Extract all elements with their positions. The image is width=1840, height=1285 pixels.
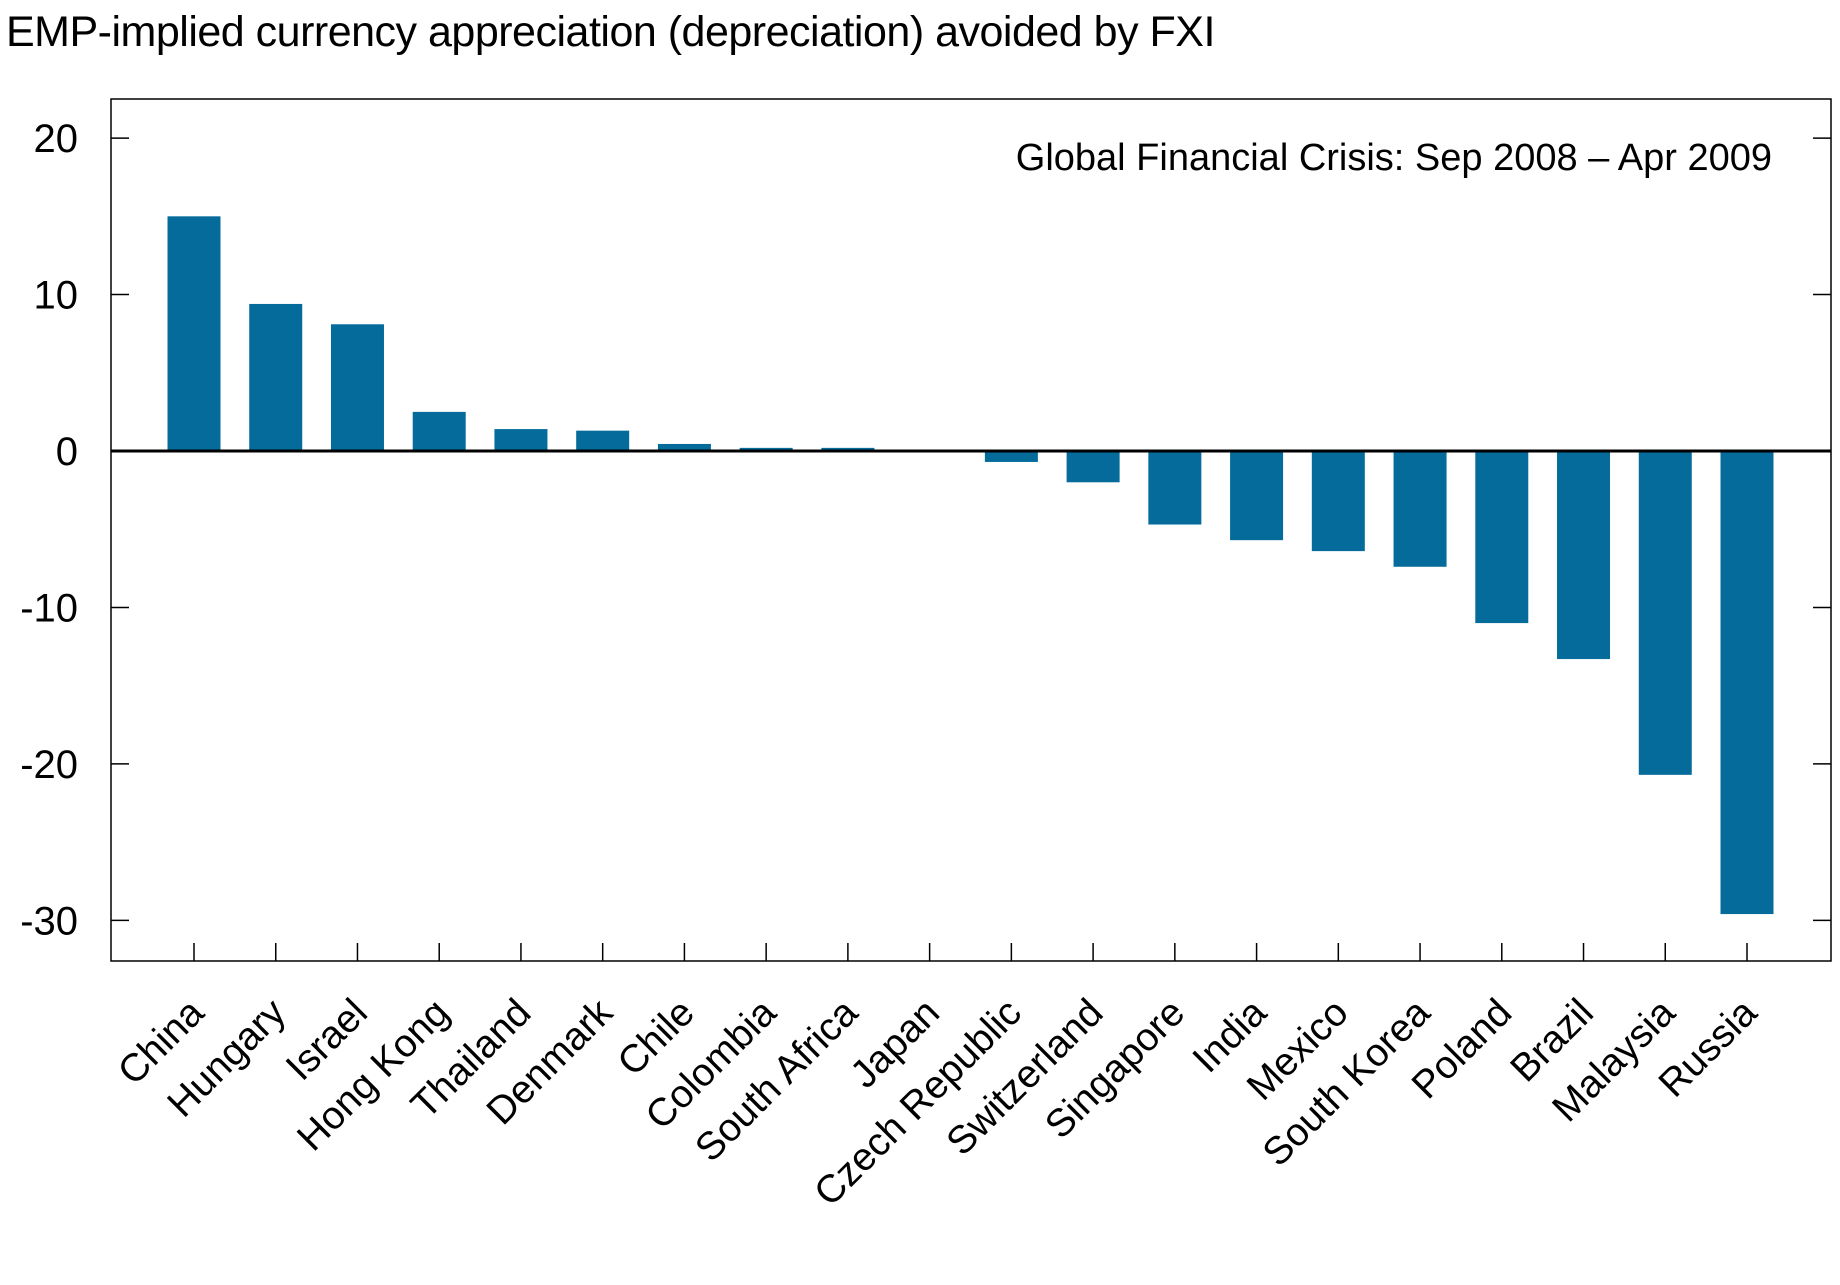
chart-title: EMP-implied currency appreciation (depre… [6,8,1215,56]
bar-hong-kong [412,411,466,451]
y-tick-label: -10 [20,586,78,630]
bar-india [1230,450,1284,541]
bar-denmark [576,430,630,451]
bar-china [167,216,221,451]
plot-frame [110,98,1832,962]
bar-thailand [494,429,548,451]
bar-brazil [1557,450,1611,660]
bar-israel [330,324,384,451]
bar-singapore [1148,450,1202,525]
bar-south-korea [1393,450,1447,567]
bar-malaysia [1638,450,1692,775]
bar-chile [657,443,711,451]
y-tick-label: 0 [56,430,78,474]
y-tick-label: 20 [34,117,79,161]
annotation: Global Financial Crisis: Sep 2008 – Apr … [1016,137,1772,179]
y-tick-label: 10 [34,274,79,318]
bar-russia [1720,450,1774,915]
bar-hungary [249,303,303,451]
bar-poland [1475,450,1529,624]
bar-mexico [1311,450,1365,552]
bar-colombia [739,447,793,451]
bar-south-africa [821,447,875,451]
bar-czech-republic [984,450,1038,462]
y-tick-label: -20 [20,743,78,787]
y-tick-label: -30 [20,899,78,943]
bar-switzerland [1066,450,1120,483]
